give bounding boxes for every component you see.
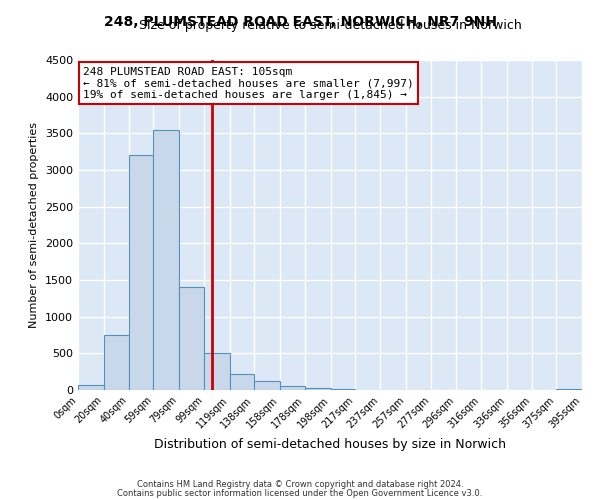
Bar <box>205 354 230 390</box>
X-axis label: Distribution of semi-detached houses by size in Norwich: Distribution of semi-detached houses by … <box>154 438 506 451</box>
Text: 248 PLUMSTEAD ROAD EAST: 105sqm
← 81% of semi-detached houses are smaller (7,997: 248 PLUMSTEAD ROAD EAST: 105sqm ← 81% of… <box>83 66 414 100</box>
Bar <box>179 288 205 390</box>
Y-axis label: Number of semi-detached properties: Number of semi-detached properties <box>29 122 40 328</box>
Bar <box>305 388 331 390</box>
Text: 248, PLUMSTEAD ROAD EAST, NORWICH, NR7 9NH: 248, PLUMSTEAD ROAD EAST, NORWICH, NR7 9… <box>104 15 497 29</box>
Bar <box>104 335 129 390</box>
Bar <box>78 385 104 390</box>
Text: Contains HM Land Registry data © Crown copyright and database right 2024.: Contains HM Land Registry data © Crown c… <box>137 480 463 489</box>
Title: Size of property relative to semi-detached houses in Norwich: Size of property relative to semi-detach… <box>139 20 521 32</box>
Text: Contains public sector information licensed under the Open Government Licence v3: Contains public sector information licen… <box>118 488 482 498</box>
Bar <box>230 374 254 390</box>
Bar <box>153 130 179 390</box>
Bar <box>280 386 305 390</box>
Bar <box>254 381 280 390</box>
Bar <box>129 156 153 390</box>
